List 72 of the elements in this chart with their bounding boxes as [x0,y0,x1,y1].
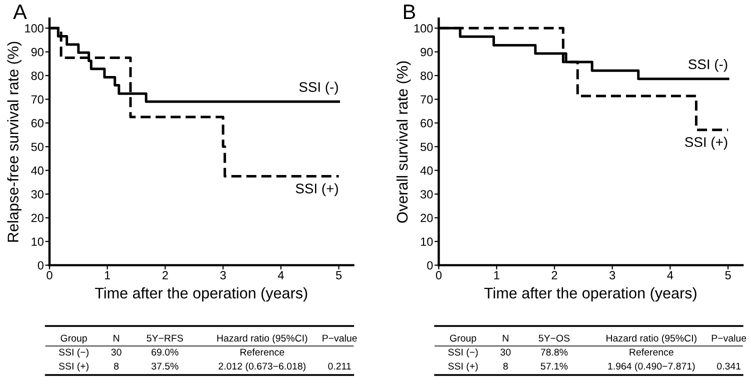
chart-title: A [13,4,27,19]
x-tick-label: 2 [552,271,558,280]
x-tick-label: 5 [725,271,731,280]
text: Group [450,334,476,344]
series-label: SSI (-) [299,82,338,95]
text: SSI (−) [58,348,88,358]
text: SSI (+) [448,362,478,372]
text: 37.5% [152,362,178,370]
x-tick-label: 3 [609,271,616,280]
y-tick-label: 50 [420,142,433,152]
text: 69.0% [152,348,178,356]
y-tick-label: 10 [420,238,433,246]
x-tick-label: 4 [667,271,674,280]
x-tick-label: 2 [162,271,168,280]
text: Reference [630,348,674,356]
y-tick-label: 60 [31,118,44,128]
chart-title: B [404,4,416,19]
y-tick-label: 0 [38,261,44,270]
text: SSI (−) [448,348,478,358]
y-tick-label: 40 [420,166,433,175]
text: 8 [503,362,508,370]
text: 78.8% [540,348,568,356]
y-tick-label: 100 [25,24,44,33]
y-axis-title: Overall survival rate (%) [396,61,411,223]
y-tick-label: 60 [420,118,433,128]
text: P−value [322,334,357,342]
text: 57.1% [540,362,568,370]
series-label: SSI (+) [296,183,338,196]
x-tick-label: 4 [278,271,284,280]
y-tick-label: 80 [31,72,44,80]
y-tick-label: 80 [420,72,433,80]
series-label: SSI (+) [685,136,728,150]
y-tick-label: 70 [420,95,433,104]
x-tick-label: 0 [436,271,442,280]
text: SSI (+) [58,362,88,372]
text: Group [60,334,87,344]
x-axis-title: Time after the operation (years) [95,287,308,302]
y-axis-title: Relapse-free survival rate (%) [7,42,22,242]
y-tick-label: 100 [414,24,433,33]
x-axis-title: Time after the operation (years) [484,287,696,302]
text: 0.211 [328,362,351,370]
y-tick-label: 50 [31,142,44,152]
text: 1.964 (0.490−7.871) [608,362,695,372]
x-tick-label: 5 [336,271,342,280]
text: 30 [500,348,511,356]
x-tick-label: 1 [104,271,110,280]
text: N [502,334,508,342]
text: N [114,334,120,342]
text: 5Y−OS [538,334,570,342]
y-tick-label: 90 [31,48,44,56]
x-tick-label: 0 [46,271,52,280]
x-tick-label: 1 [494,271,500,280]
text: Hazard ratio (95%CI) [217,334,308,344]
text: 2.012 (0.673−6.018) [218,362,306,372]
text: P−value [712,334,746,342]
text: 0.341 [717,362,741,370]
y-tick-label: 0 [427,261,433,270]
x-tick-label: 3 [220,271,226,280]
y-tick-label: 90 [420,48,433,56]
y-tick-label: 70 [31,95,44,104]
y-tick-label: 30 [31,190,44,198]
series-label: SSI (-) [688,58,728,72]
text: Reference [240,348,284,356]
text: Hazard ratio (95%CI) [606,334,696,344]
text: 30 [111,348,122,356]
y-tick-label: 20 [31,214,44,222]
text: 8 [114,362,119,370]
y-tick-label: 20 [420,214,433,222]
y-tick-label: 30 [420,190,433,198]
y-tick-label: 10 [32,238,44,246]
y-tick-label: 40 [31,166,44,175]
text: 5Y−RFS [146,334,183,342]
